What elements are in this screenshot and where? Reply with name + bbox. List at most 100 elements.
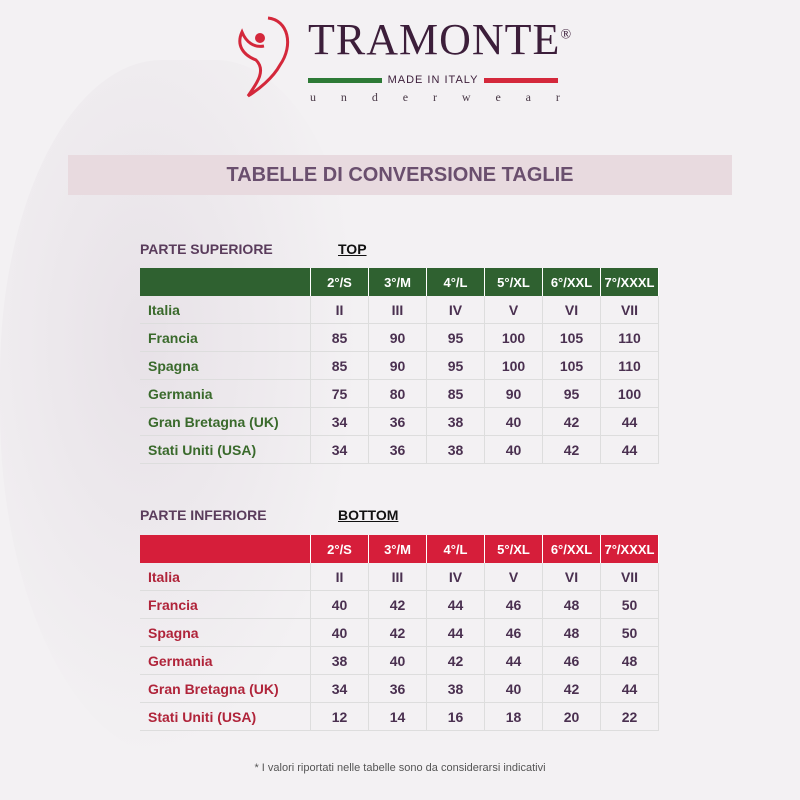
size-cell: 40 — [310, 618, 369, 647]
size-cell: 46 — [484, 590, 543, 619]
underwear-letter: e — [495, 90, 501, 104]
size-cell: 40 — [368, 646, 427, 675]
underwear-letter: w — [461, 90, 471, 104]
underwear-letter: d — [371, 90, 378, 104]
size-cell: 44 — [426, 618, 485, 647]
size-cell: 105 — [542, 351, 601, 380]
column-header: 7°/XXXL — [600, 535, 659, 563]
size-cell: 95 — [426, 323, 485, 352]
size-cell: III — [368, 296, 427, 324]
size-cell: 38 — [426, 435, 485, 464]
table-row: Germania 38 40 42 44 46 48 — [140, 646, 659, 675]
column-header: 3°/M — [368, 268, 427, 296]
size-cell: II — [310, 296, 369, 324]
size-cell: 50 — [600, 590, 659, 619]
column-header: 3°/M — [368, 535, 427, 563]
size-cell: 42 — [368, 590, 427, 619]
header-row: 2°/S 3°/M 4°/L 5°/XL 6°/XXL 7°/XXXL — [140, 535, 659, 563]
table-row: Italia II III IV V VI VII — [140, 563, 659, 591]
size-cell: 38 — [426, 674, 485, 703]
size-cell: VII — [600, 563, 659, 591]
size-cell: V — [484, 563, 543, 591]
size-cell: 44 — [600, 435, 659, 464]
column-header: 6°/XXL — [542, 535, 601, 563]
size-cell: 46 — [484, 618, 543, 647]
size-cell: IV — [426, 296, 485, 324]
size-cell: 44 — [426, 590, 485, 619]
size-cell: 100 — [484, 351, 543, 380]
page-title: TABELLE DI CONVERSIONE TAGLIE — [68, 155, 732, 195]
size-cell: 48 — [542, 590, 601, 619]
header-row: 2°/S 3°/M 4°/L 5°/XL 6°/XXL 7°/XXXL — [140, 268, 659, 296]
column-header: 4°/L — [426, 268, 485, 296]
underwear-letter: r — [432, 90, 437, 104]
country-cell: Italia — [140, 296, 311, 324]
size-cell: 38 — [426, 407, 485, 436]
size-cell: 100 — [600, 379, 659, 408]
size-cell: 34 — [310, 407, 369, 436]
size-cell: II — [310, 563, 369, 591]
size-cell: 36 — [368, 407, 427, 436]
bottom-section-label: PARTE INFERIORE BOTTOM — [140, 507, 399, 523]
size-cell: 40 — [484, 407, 543, 436]
size-cell: 22 — [600, 702, 659, 731]
size-cell: 12 — [310, 702, 369, 731]
size-cell: 42 — [368, 618, 427, 647]
size-cell: 42 — [542, 407, 601, 436]
country-cell: Germania — [140, 646, 311, 675]
underwear-letter: n — [340, 90, 347, 104]
country-cell: Spagna — [140, 618, 311, 647]
size-cell: 48 — [600, 646, 659, 675]
country-cell: Stati Uniti (USA) — [140, 702, 311, 731]
size-cell: 48 — [542, 618, 601, 647]
size-cell: V — [484, 296, 543, 324]
country-cell: Italia — [140, 563, 311, 591]
size-cell: VI — [542, 296, 601, 324]
size-cell: 40 — [310, 590, 369, 619]
top-size-table: 2°/S 3°/M 4°/L 5°/XL 6°/XXL 7°/XXXL Italia II II… — [140, 268, 659, 464]
size-cell: 50 — [600, 618, 659, 647]
size-cell: 42 — [542, 674, 601, 703]
column-header — [140, 268, 311, 296]
size-cell: 90 — [368, 351, 427, 380]
size-cell: VI — [542, 563, 601, 591]
size-cell: 44 — [600, 407, 659, 436]
size-cell: 44 — [600, 674, 659, 703]
size-cell: 95 — [426, 351, 485, 380]
table-row: Spagna 40 42 44 46 48 50 — [140, 618, 659, 647]
size-cell: 42 — [542, 435, 601, 464]
underwear-letter: u — [310, 90, 316, 104]
country-cell: Germania — [140, 379, 311, 408]
bottom-size-table: 2°/S 3°/M 4°/L 5°/XL 6°/XXL 7°/XXXL Italia II II… — [140, 535, 659, 731]
table-row: Stati Uniti (USA) 34 36 38 40 42 44 — [140, 435, 659, 464]
size-cell: 90 — [368, 323, 427, 352]
country-cell: Gran Bretagna (UK) — [140, 407, 311, 436]
size-cell: 14 — [368, 702, 427, 731]
size-cell: 42 — [426, 646, 485, 675]
table-row: Gran Bretagna (UK) 34 36 38 40 42 44 — [140, 674, 659, 703]
underwear-letter: a — [525, 90, 531, 104]
size-cell: 105 — [542, 323, 601, 352]
tramonte-logo: TRAMONTE® MADE IN ITALY u n d e r w e a r — [228, 8, 588, 105]
country-cell: Gran Bretagna (UK) — [140, 674, 311, 703]
table-row: Italia II III IV V VI VII — [140, 296, 659, 324]
column-header — [140, 535, 311, 563]
size-cell: III — [368, 563, 427, 591]
size-cell: 85 — [426, 379, 485, 408]
column-header: 2°/S — [310, 535, 369, 563]
size-cell: 38 — [310, 646, 369, 675]
underwear-letter: e — [402, 90, 409, 104]
size-cell: 36 — [368, 674, 427, 703]
size-cell: 85 — [310, 351, 369, 380]
size-cell: 85 — [310, 323, 369, 352]
footnote: * I valori riportati nelle tabelle sono … — [254, 762, 546, 774]
column-header: 5°/XL — [484, 268, 543, 296]
size-cell: 95 — [542, 379, 601, 408]
size-cell: 34 — [310, 674, 369, 703]
size-cell: 18 — [484, 702, 543, 731]
size-cell: 16 — [426, 702, 485, 731]
brand-name: TRAMONTE® — [308, 15, 573, 64]
country-cell: Francia — [140, 323, 311, 352]
size-cell: 110 — [600, 351, 659, 380]
